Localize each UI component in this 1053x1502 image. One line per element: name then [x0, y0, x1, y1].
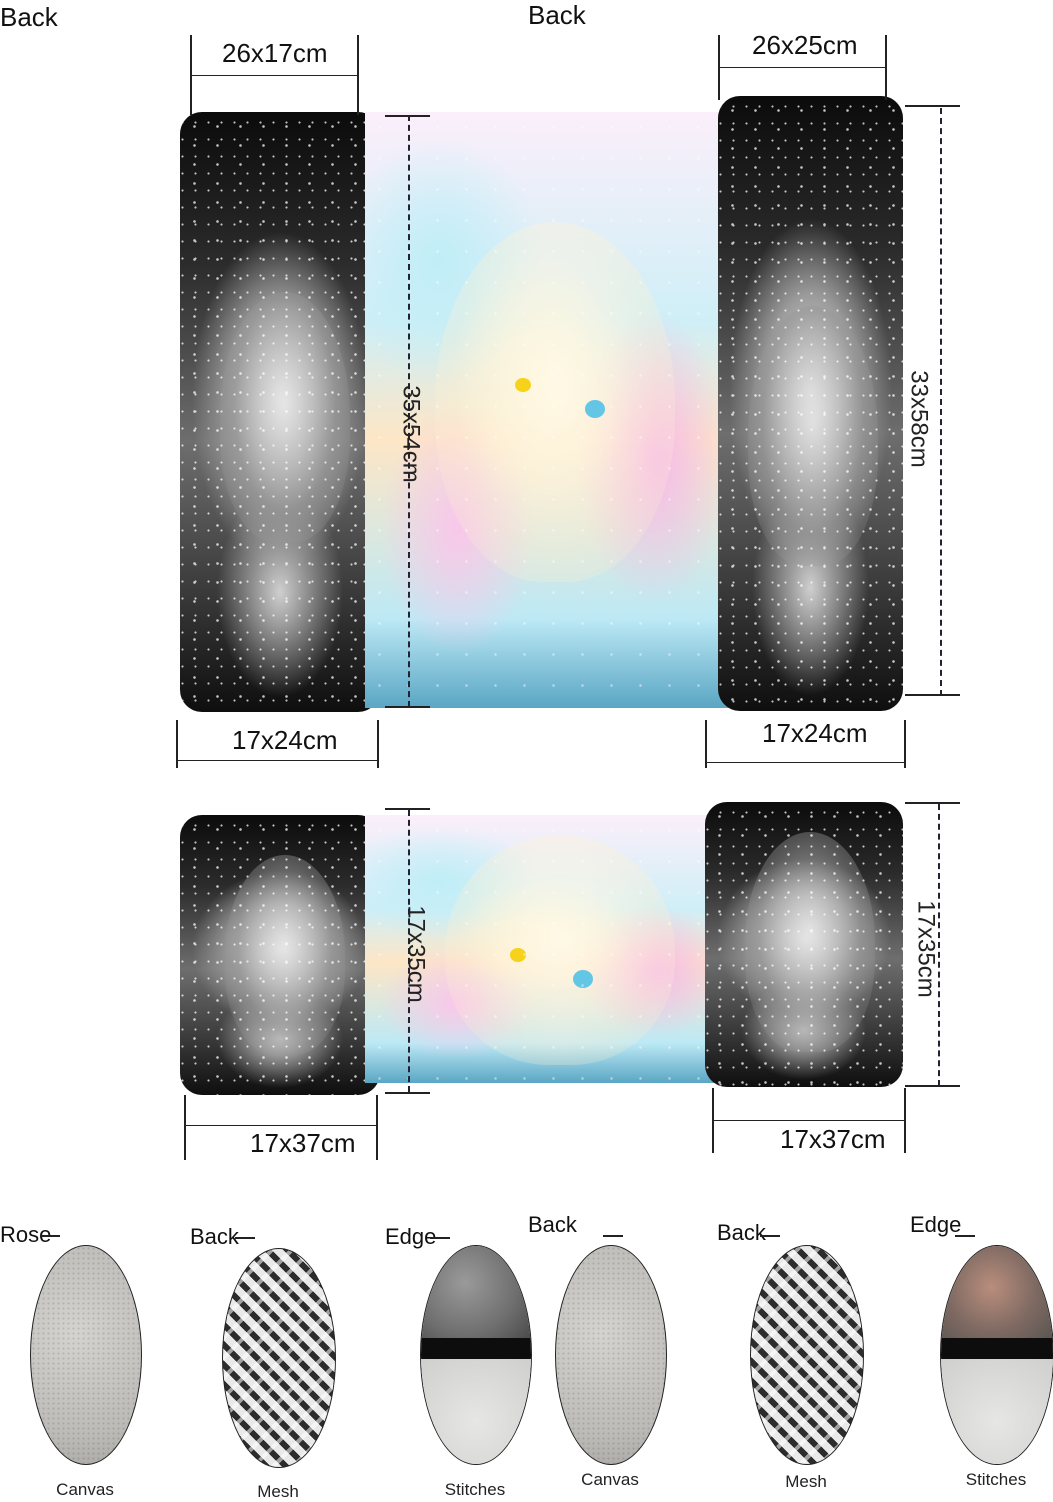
dim-line-center-top-height: [408, 115, 410, 707]
material-caption-1: Canvas: [56, 1480, 114, 1499]
material-label-6: Edge: [910, 1212, 962, 1237]
mesh-swatch-1: [222, 1248, 336, 1468]
stitches-swatch-2: [940, 1245, 1053, 1465]
stitches-swatch-1: [420, 1245, 532, 1465]
mesh-swatch-2: [750, 1245, 864, 1465]
material-label-5: Back: [717, 1220, 766, 1245]
canvas-swatch-1: [30, 1245, 142, 1465]
dim-line-right-top-bottom-width: [705, 762, 905, 763]
dim-label-right-bottom-height: 17x35cm: [912, 900, 940, 998]
center-heading: Back: [528, 0, 586, 30]
dim-label-right-bottom-width: 17x37cm: [780, 1124, 886, 1154]
corner-heading: Back: [0, 2, 58, 32]
cat-face-center-top: [435, 222, 675, 582]
cat-face-right-bottom: [745, 832, 875, 1052]
dim-label-right-top-width: 26x25cm: [752, 30, 858, 60]
dim-label-right-top-bottom-width: 17x24cm: [762, 718, 868, 748]
galaxy-panel-right-top: [718, 96, 903, 711]
dim-line-right-top-width: [718, 67, 886, 68]
pastel-panel-center-bottom: [365, 815, 735, 1083]
material-caption-4: Canvas: [581, 1470, 639, 1489]
yellow-eye-top: [515, 378, 531, 392]
cat-face-left-bottom: [225, 855, 345, 1055]
cat-face-left-top: [220, 292, 350, 542]
dim-label-center-bottom-height: 17x35cm: [402, 905, 430, 1003]
dim-line-right-bottom-height: [938, 804, 940, 1086]
canvas-swatch-2: [555, 1245, 667, 1465]
dim-line-left-bottom-width: [184, 1125, 377, 1126]
dim-label-right-top-height: 33x58cm: [905, 370, 933, 468]
blue-eye-bottom: [573, 970, 593, 988]
dim-line-right-bottom-width: [712, 1120, 905, 1121]
pastel-panel-center-top: [365, 112, 735, 708]
dim-label-left-bottom-width: 17x37cm: [250, 1128, 356, 1158]
material-label-1: Rose: [0, 1222, 52, 1247]
dim-line-left-top-width: [190, 75, 358, 76]
dim-label-left-top-bottom-width: 17x24cm: [232, 725, 338, 755]
dim-line-center-bottom-height: [408, 810, 410, 1092]
cat-face-center-bottom: [445, 835, 675, 1065]
dim-line-left-top-bottom-width: [176, 760, 378, 761]
blue-eye-top: [585, 400, 605, 418]
cat-face-right-top: [748, 306, 878, 566]
yellow-eye-bottom: [510, 948, 526, 962]
material-caption-5: Mesh: [785, 1472, 827, 1491]
galaxy-panel-right-bottom: [705, 802, 903, 1087]
material-caption-6: Stitches: [965, 1470, 1027, 1489]
galaxy-panel-left-top: [180, 112, 380, 712]
dim-label-center-top-height: 35x54cm: [397, 385, 425, 483]
material-label-3: Edge: [385, 1224, 437, 1249]
galaxy-panel-left-bottom: [180, 815, 380, 1095]
dim-label-left-top-width: 26x17cm: [222, 38, 328, 68]
dim-line-right-top-height: [940, 108, 942, 696]
material-caption-3: Stitches: [444, 1480, 506, 1499]
material-label-4: Back: [528, 1212, 577, 1237]
material-label-2: Back: [190, 1224, 239, 1249]
material-caption-2: Mesh: [257, 1482, 299, 1501]
